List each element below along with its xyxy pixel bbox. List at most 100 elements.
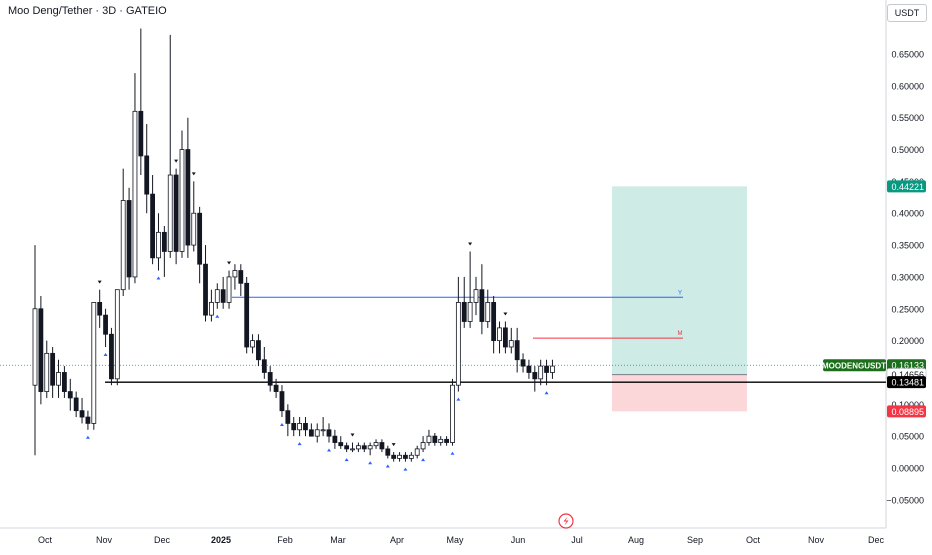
y-tick-label: 0.10000 <box>891 400 924 410</box>
candle-body <box>238 270 244 284</box>
candle-body <box>197 212 203 265</box>
candle-body <box>38 308 44 392</box>
horizontal-lines[interactable]: YM <box>0 290 886 383</box>
candle-body <box>79 410 85 418</box>
candle-body <box>185 149 191 246</box>
candle-body <box>156 231 161 259</box>
position-stop-zone <box>612 374 747 412</box>
candle-body <box>114 289 120 380</box>
pivot-high-marker <box>468 242 473 246</box>
candle-body <box>73 397 79 412</box>
candle-body <box>355 445 361 450</box>
candle-body <box>291 423 297 431</box>
lightning-icon[interactable] <box>558 513 574 529</box>
candle-body <box>173 174 179 252</box>
candle-body <box>191 212 197 246</box>
x-tick-label: Feb <box>277 535 293 545</box>
pivot-low-marker <box>421 458 426 462</box>
candle-body <box>167 174 173 252</box>
candle-body <box>444 438 450 443</box>
candle-body <box>232 270 238 278</box>
candle-body <box>403 454 408 459</box>
candle-body <box>50 352 56 386</box>
long-position-tool[interactable] <box>612 186 747 412</box>
candle-body <box>332 435 338 443</box>
candle-body <box>455 302 461 386</box>
pivot-high-marker <box>391 443 396 447</box>
candle-body <box>544 365 549 373</box>
candle-body <box>320 429 326 432</box>
x-tick-label: Jul <box>571 535 583 545</box>
candle-body <box>132 110 138 278</box>
candle-body <box>461 302 467 322</box>
candle-body <box>226 276 232 303</box>
candle-body <box>150 193 156 259</box>
x-tick-label: Mar <box>330 535 346 545</box>
candle-body <box>203 263 208 316</box>
candle-body <box>408 454 414 459</box>
x-tick-labels: Oct Nov Dec 2025 Feb Mar Apr May Jun Jul Aug Sep Oct… <box>38 535 885 545</box>
pivot-low-marker <box>215 314 220 318</box>
candle-body <box>485 302 491 322</box>
candle-body <box>491 302 497 342</box>
candle-body <box>256 340 261 361</box>
candle-body <box>244 282 250 348</box>
candle-body <box>350 448 355 451</box>
candle-body <box>426 435 432 443</box>
symbol-tag-box <box>823 359 886 372</box>
y-tick-label: 0.05000 <box>891 432 924 442</box>
candle-body <box>250 340 255 348</box>
candle-body <box>261 359 267 373</box>
pivot-low-marker <box>385 464 390 468</box>
x-tick-label: Oct <box>746 535 761 545</box>
candle-body <box>414 448 420 456</box>
x-tick-label: Dec <box>868 535 885 545</box>
price-label-text: 0.08895 <box>891 407 924 417</box>
price-label-text: 0.16133 <box>891 361 924 371</box>
y-tick-label: 0.55000 <box>891 113 924 123</box>
candle-body <box>473 289 479 303</box>
x-tick-label: Dec <box>154 535 171 545</box>
candle-body <box>497 327 502 342</box>
candle-body <box>303 423 308 431</box>
x-tick-label: Jun <box>511 535 526 545</box>
candle-body <box>550 365 555 373</box>
y-tick-labels: 0.650000.600000.550000.500000.450000.400… <box>886 50 924 506</box>
candle-body <box>285 410 291 424</box>
candle-body <box>208 302 214 316</box>
y-tick-label: 0.20000 <box>891 336 924 346</box>
price-axis-layer <box>0 0 887 529</box>
candle-body <box>120 200 126 291</box>
candle-body <box>367 445 373 450</box>
candle-body <box>161 231 167 252</box>
candle-body <box>56 372 61 386</box>
x-tick-label: Nov <box>96 535 113 545</box>
y-tick-label: 0.25000 <box>891 304 924 314</box>
pivot-low-marker <box>297 442 302 446</box>
price-label-box <box>887 376 926 389</box>
pivot-high-marker <box>350 433 355 437</box>
y-tick-label: 0.35000 <box>891 241 924 251</box>
candle-body <box>97 302 103 316</box>
candle-body <box>479 289 485 322</box>
candle-body <box>514 340 520 361</box>
y-tick-label: 0.30000 <box>891 272 924 282</box>
currency-button[interactable]: USDT <box>887 4 927 22</box>
pivot-low-marker <box>344 458 349 462</box>
candle-body <box>361 445 367 450</box>
pivot-low-marker <box>103 352 108 356</box>
candle-body <box>508 340 514 348</box>
candle-body <box>420 442 426 450</box>
pivot-low-marker <box>279 423 284 427</box>
candle-body <box>308 429 314 437</box>
candle-body <box>179 149 185 252</box>
y-tick-label: 0.60000 <box>891 81 924 91</box>
pivot-low-marker <box>156 276 161 280</box>
candle-body <box>297 423 303 431</box>
level-line-label: Y <box>678 290 682 296</box>
candle-body <box>502 327 508 348</box>
candle-body <box>379 442 385 450</box>
